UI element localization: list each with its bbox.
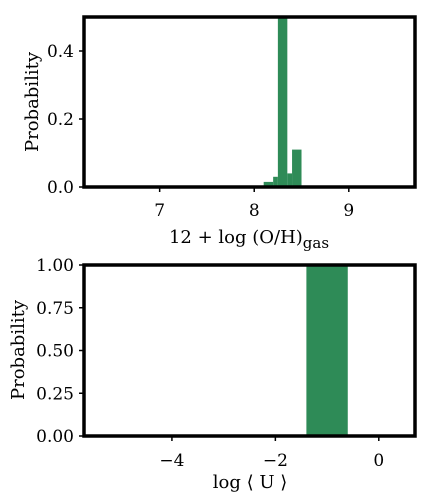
chart-panel-ionization: 0.00 0.25 0.50 0.75 1.00 −4 −2 0 Probability l… [8, 256, 417, 493]
x-axis-label-subscript: gas [303, 234, 329, 252]
y-axis-label: Probability [8, 299, 29, 400]
x-axis-label: 12 + log (O/H)gas [169, 227, 329, 252]
y-tick-label: 0.75 [36, 299, 74, 319]
x-tick-label: 7 [154, 201, 165, 221]
y-tick-label: 0.0 [47, 178, 74, 198]
y-ticks: 0.00 0.25 0.50 0.75 1.00 [36, 256, 84, 447]
chart-panel-metallicity: 0.0 0.2 0.4 7 8 9 Probability 12 + log (O/H)… [22, 15, 417, 252]
x-tick-label: −4 [159, 451, 184, 471]
x-ticks: 7 8 9 [154, 187, 354, 221]
y-tick-label: 0.00 [36, 427, 74, 447]
histogram-bar [277, 17, 288, 187]
y-tick-label: 0.50 [36, 342, 74, 362]
histogram-bar [292, 149, 302, 187]
histogram-bars [306, 265, 348, 436]
x-axis-label-main: 12 + log (O/H) [169, 227, 303, 248]
x-tick-label: 8 [249, 201, 260, 221]
x-tick-label: −2 [263, 451, 288, 471]
y-tick-label: 0.4 [47, 42, 74, 62]
y-tick-label: 0.2 [47, 110, 74, 130]
histogram-bar [306, 265, 348, 436]
x-tick-label: 9 [343, 201, 354, 221]
y-tick-label: 1.00 [36, 256, 74, 276]
histogram-bar [287, 173, 293, 187]
histogram-bar [273, 176, 278, 187]
y-axis-label: Probability [22, 51, 43, 152]
plot-frame [82, 15, 417, 189]
y-tick-label: 0.25 [36, 384, 74, 404]
x-axis-label: log ⟨ U ⟩ [213, 472, 288, 493]
histogram-bar [263, 181, 274, 187]
histogram-bars [263, 17, 302, 187]
x-tick-label: 0 [373, 451, 384, 471]
y-ticks: 0.0 0.2 0.4 [47, 42, 84, 198]
plot-frame [82, 263, 417, 438]
x-ticks: −4 −2 0 [159, 436, 384, 471]
